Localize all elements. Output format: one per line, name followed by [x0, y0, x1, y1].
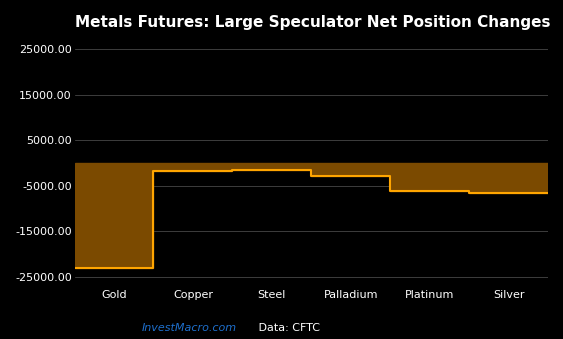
Text: Data: CFTC: Data: CFTC: [248, 322, 320, 333]
Text: InvestMacro.com: InvestMacro.com: [141, 322, 236, 333]
Polygon shape: [74, 163, 548, 268]
Text: Metals Futures: Large Speculator Net Position Changes: Metals Futures: Large Speculator Net Pos…: [74, 15, 550, 30]
